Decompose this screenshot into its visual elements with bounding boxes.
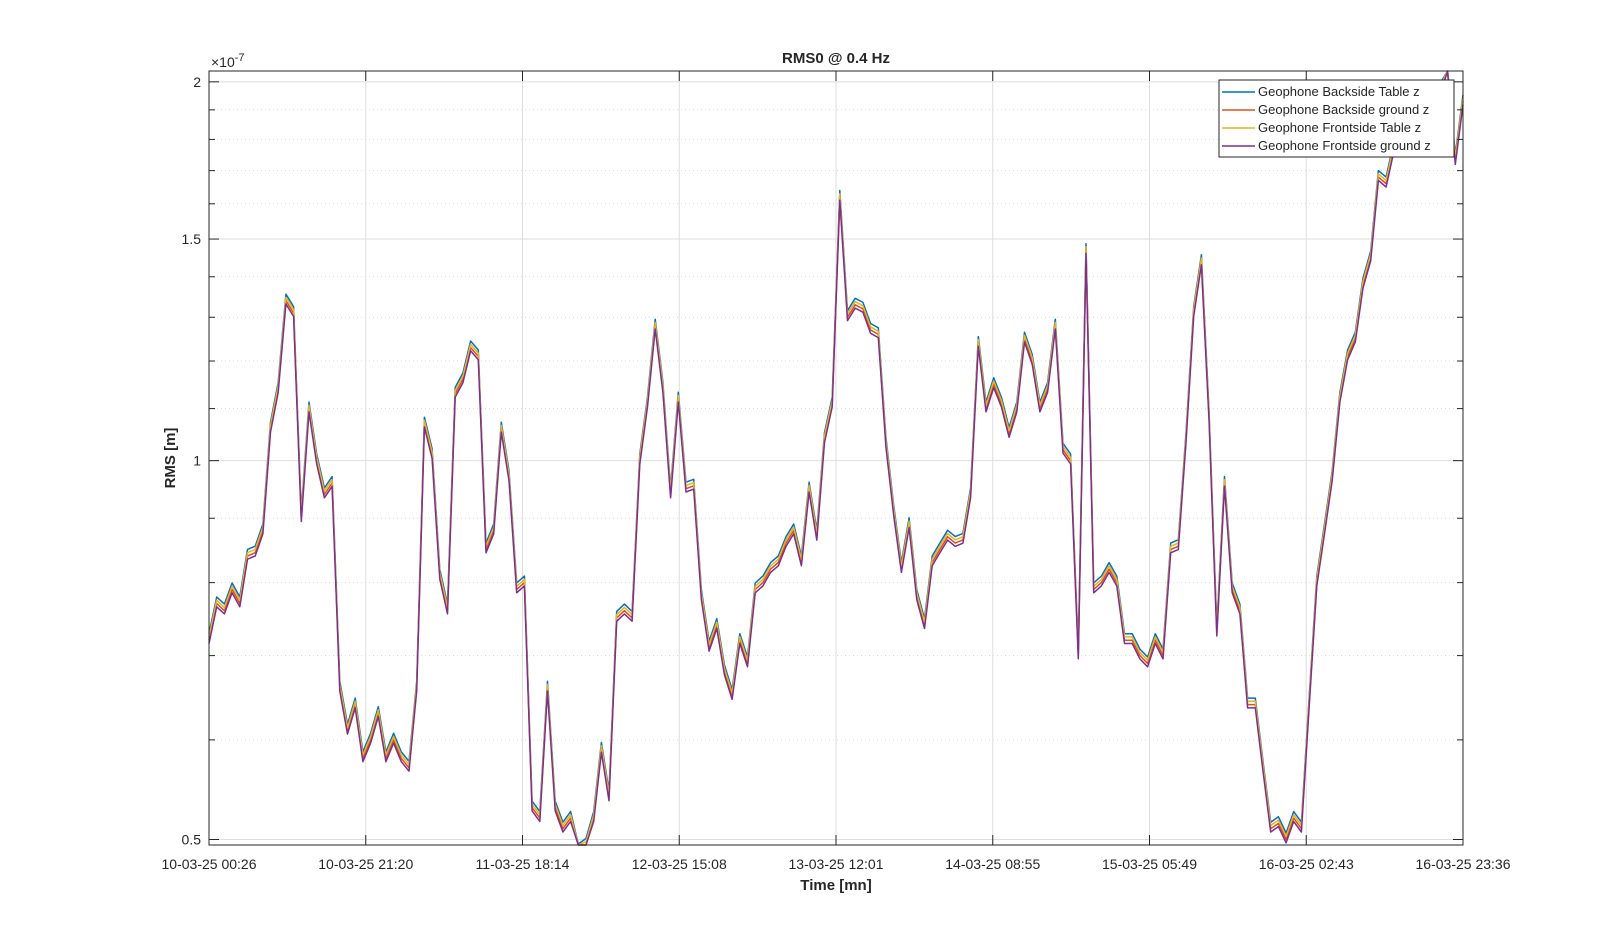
- y-exponent-power: -7: [235, 52, 245, 64]
- x-tick-label: 12-03-25 15:08: [632, 856, 727, 872]
- series-lines: [208, 70, 1464, 846]
- legend-box: [1218, 79, 1455, 158]
- y-exponent-label: ×10-7: [211, 52, 245, 70]
- y-tick-label: 1: [193, 453, 201, 469]
- legend[interactable]: Geophone Backside Table z Geophone Backs…: [1218, 79, 1455, 158]
- x-tick-label: 16-03-25 02:43: [1259, 856, 1354, 872]
- y-exponent-base: ×10: [211, 54, 235, 70]
- x-tick-label: 10-03-25 21:20: [318, 856, 413, 872]
- legend-label-1: Geophone Backside ground z: [1258, 102, 1429, 117]
- legend-label-3: Geophone Frontside ground z: [1258, 138, 1431, 153]
- x-tick-label: 10-03-25 00:26: [162, 856, 257, 872]
- y-tick-label: 2: [193, 74, 201, 90]
- x-tick-label: 13-03-25 12:01: [789, 856, 884, 872]
- axis-ticks: 0.5 1 1.5 2 10-03-25 00:26 10-03-25 21:20 11-0…: [162, 71, 1511, 872]
- y-tick-label: 0.5: [182, 832, 202, 848]
- legend-label-0: Geophone Backside Table z: [1258, 84, 1420, 99]
- y-axis-title: RMS [m]: [162, 428, 179, 489]
- chart-title: RMS0 @ 0.4 Hz: [782, 50, 890, 67]
- x-tick-label: 11-03-25 18:14: [476, 856, 570, 872]
- x-tick-label: 15-03-25 05:49: [1102, 856, 1197, 872]
- x-tick-label: 14-03-25 08:55: [945, 856, 1040, 872]
- legend-label-2: Geophone Frontside Table z: [1258, 120, 1421, 135]
- x-tick-label: 16-03-25 23:36: [1416, 856, 1511, 872]
- x-axis-title: Time [mn]: [800, 877, 871, 894]
- y-tick-label: 1.5: [182, 231, 202, 247]
- series-line-3: [208, 70, 1464, 846]
